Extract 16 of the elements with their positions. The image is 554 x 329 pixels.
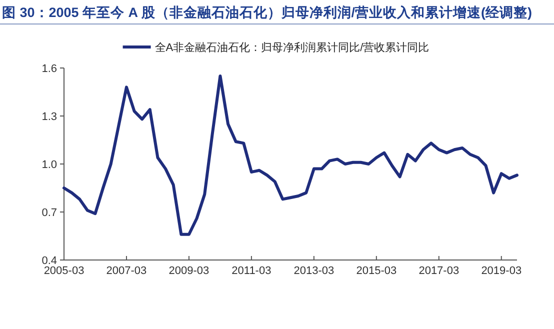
x-tick-label: 2011-03 <box>232 265 272 277</box>
y-tick-label: 1.6 <box>42 63 57 75</box>
legend-label: 全A非金融石油石化：归母净利润累计同比/营收累计同比 <box>154 41 430 54</box>
x-tick-label: 2013-03 <box>294 265 334 277</box>
y-tick-label: 1.3 <box>42 111 57 123</box>
x-tick-label: 2005-03 <box>44 265 84 277</box>
y-tick-label: 1.0 <box>42 159 57 171</box>
y-tick-label: 0.4 <box>42 255 57 267</box>
y-tick-label: 0.7 <box>42 207 57 219</box>
x-tick-label: 2019-03 <box>481 265 522 277</box>
x-tick-label: 2009-03 <box>168 265 210 277</box>
title: 图 30：2005 年至今 A 股（非金融石油石化）归母净利润/营业收入和累计增速(经调整) <box>2 5 532 20</box>
x-tick-label: 2017-03 <box>418 265 460 277</box>
x-tick-label: 2007-03 <box>106 265 147 277</box>
x-tick-label: 2015-03 <box>356 265 397 277</box>
legend: 全A非金融石油石化：归母净利润累计同比/营收累计同比 <box>122 42 430 54</box>
